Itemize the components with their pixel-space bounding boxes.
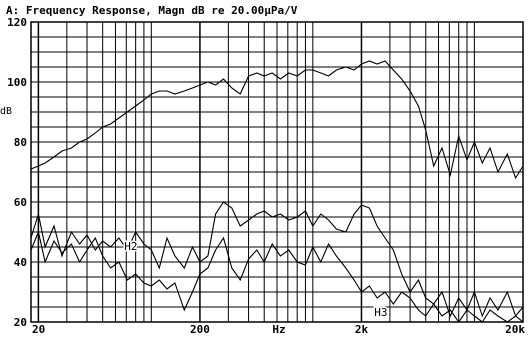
h2-distortion-line: [31, 201, 523, 318]
annotation-label: H3: [374, 306, 387, 319]
annotation-label: H2: [124, 240, 137, 253]
y-tick-label: 100: [7, 76, 27, 89]
y-tick-label: 120: [7, 16, 27, 29]
x-axis-label: Hz: [272, 323, 285, 336]
grid: [31, 22, 523, 322]
y-axis-label: dB: [0, 106, 12, 117]
x-tick-label: 2k: [355, 323, 369, 336]
x-tick-label: 20k: [505, 323, 525, 336]
y-tick-label: 20: [14, 316, 27, 329]
y-tick-label: 80: [14, 136, 27, 149]
fundamental-response-line: [31, 60, 523, 180]
x-tick-labels: 20 200 2k 20k Hz: [32, 323, 525, 336]
annotations: H2 H3: [123, 239, 389, 321]
x-tick-label: 200: [190, 323, 210, 336]
plot-frame: [30, 21, 524, 323]
h3-distortion-line: [31, 230, 523, 322]
y-tick-label: 60: [14, 196, 27, 209]
chart-title: A: Frequency Response, Magn dB re 20.00µ…: [6, 4, 298, 17]
y-tick-label: 40: [14, 256, 27, 269]
series-group: [31, 60, 523, 322]
x-tick-label: 20: [32, 323, 45, 336]
y-tick-labels: 20 40 60 80 100 120: [7, 16, 27, 329]
